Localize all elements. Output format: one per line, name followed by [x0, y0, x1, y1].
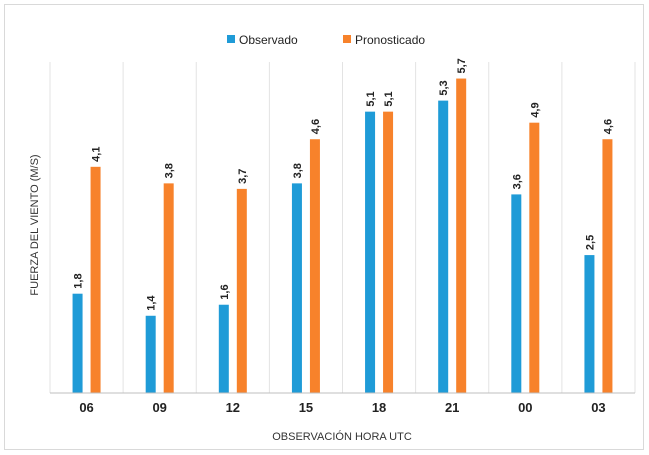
bar-pronosticado-18	[383, 111, 394, 394]
bar-observado-03	[584, 255, 595, 393]
bars	[72, 78, 613, 394]
legend-swatch-pronosticado	[343, 35, 351, 43]
x-tick-label: 00	[518, 400, 532, 415]
bar-pronosticado-12	[236, 188, 247, 393]
data-label-pronosticado-03: 4,6	[602, 119, 614, 134]
x-axis-title: OBSERVACIÓN HORA UTC	[272, 430, 412, 443]
bar-pronosticado-09	[163, 183, 174, 393]
bar-observado-18	[365, 111, 376, 394]
bar-pronosticado-06	[90, 166, 101, 393]
data-label-pronosticado-09: 3,8	[164, 163, 176, 178]
x-tick-label: 18	[372, 400, 386, 415]
x-tick-label: 06	[79, 400, 93, 415]
bar-observado-06	[72, 293, 83, 393]
bar-observado-12	[218, 304, 229, 393]
legend-swatch-observado	[227, 35, 235, 43]
data-labels: 1,8 4,1 1,4 3,8 1,6 3,7 3,8 4,6 5,1 5,1 5,3 5,7 3,6 4…	[73, 58, 615, 311]
bar-observado-00	[511, 194, 522, 393]
data-label-pronosticado-15: 4,6	[310, 119, 322, 134]
bar-pronosticado-00	[529, 122, 540, 393]
data-label-observado-15: 3,8	[292, 163, 304, 178]
data-label-pronosticado-06: 4,1	[91, 147, 103, 162]
bar-observado-21	[438, 100, 449, 393]
bar-pronosticado-03	[602, 139, 613, 393]
x-tick-label: 12	[226, 400, 240, 415]
legend-label-observado: Observado	[239, 33, 298, 47]
data-label-pronosticado-12: 3,7	[237, 169, 249, 184]
data-label-observado-03: 2,5	[584, 235, 596, 250]
data-label-pronosticado-21: 5,7	[456, 58, 468, 73]
x-tick-label: 21	[445, 400, 459, 415]
bar-observado-09	[145, 315, 156, 393]
data-label-observado-06: 1,8	[73, 273, 85, 288]
data-label-observado-18: 5,1	[365, 91, 377, 106]
x-tick-label: 15	[299, 400, 313, 415]
bar-pronosticado-15	[309, 139, 320, 393]
data-label-observado-12: 1,6	[219, 284, 231, 299]
data-label-observado-09: 1,4	[146, 295, 158, 311]
data-label-observado-00: 3,6	[511, 174, 523, 189]
y-axis-title: FUERZA DEL VIENTO (M/S)	[29, 154, 41, 295]
legend: Observado Pronosticado	[227, 33, 425, 47]
x-tick-labels: 06 09 12 15 18 21 00 03	[79, 400, 605, 415]
gridlines	[49, 62, 636, 393]
data-label-pronosticado-00: 4,9	[529, 102, 541, 117]
data-label-observado-21: 5,3	[438, 80, 450, 95]
bar-observado-15	[291, 183, 302, 393]
x-tick-label: 03	[591, 400, 605, 415]
bar-pronosticado-21	[456, 78, 467, 394]
legend-label-pronosticado: Pronosticado	[355, 33, 425, 47]
x-tick-label: 09	[152, 400, 166, 415]
data-label-pronosticado-18: 5,1	[383, 91, 395, 106]
